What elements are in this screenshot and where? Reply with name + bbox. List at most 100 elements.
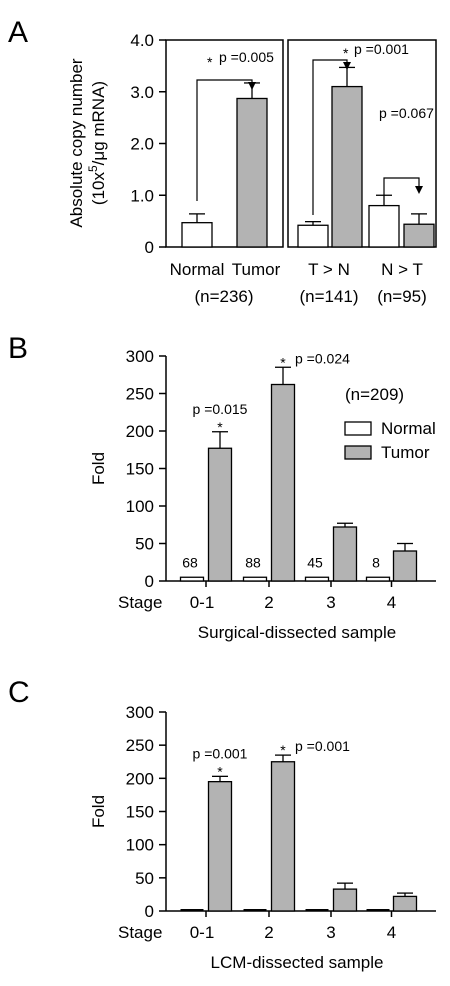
panel-letter-a: A (8, 16, 28, 49)
panel-c-ytick-label: 250 (126, 736, 154, 755)
panel-c-bar-normal (366, 909, 390, 911)
panel-a-ylabel-sup: 5 (86, 165, 100, 172)
panel-a-bracket-arrow (248, 82, 256, 90)
panel-b-ytick-label: 100 (126, 497, 154, 516)
panel-b-xtick-label: 2 (264, 593, 273, 612)
panel-a-bar (368, 204, 400, 248)
panel-a-n-label: (n=95) (377, 287, 427, 306)
panel-a-pvalue-3: p =0.067 (379, 105, 434, 121)
panel-a-bracket-arrow (415, 186, 423, 194)
panel-c-xtick-label: 2 (264, 923, 273, 942)
panel-c-pvalue: p =0.001 (295, 738, 350, 754)
panel-c-bar-normal (305, 909, 329, 911)
panel-b-n-label: 45 (307, 554, 323, 570)
panel-b-ytick-label: 0 (145, 572, 154, 591)
panel-c-star: * (217, 763, 223, 779)
panel-a-n-label: (n=236) (194, 287, 253, 306)
panel-a-pvalue-1: p =0.005 (219, 49, 274, 65)
panel-b-ytick-label: 150 (126, 460, 154, 479)
panel-a-ytick-label: 3.0 (130, 83, 154, 102)
panel-c-ytick-label: 0 (145, 902, 154, 921)
panel-letter-c: C (8, 676, 30, 709)
panel-c-xtick-label: 4 (387, 923, 396, 942)
panel-a-ytick-label: 1.0 (130, 186, 154, 205)
panel-c-ytick-label: 50 (135, 869, 154, 888)
panel-b-ytick-label: 200 (126, 422, 154, 441)
panel-b-bar-tumor (332, 526, 358, 582)
panel-b-legend-swatch-tumor (344, 445, 372, 460)
panel-a-xlabel-tn: T > N (308, 260, 350, 279)
panel-c-star: * (280, 742, 286, 758)
panel-c-bar-normal (180, 909, 204, 911)
panel-c-bar-tumor (392, 895, 418, 912)
panel-c-ytick-label: 100 (126, 836, 154, 855)
panel-a-ylabel-line2: (10x5/μg mRNA) (86, 81, 108, 205)
panel-a-ylabel-line1: Absolute copy number (67, 58, 86, 227)
panel-a-star: * (343, 45, 349, 61)
panel-b-n-label: 88 (245, 554, 261, 570)
panel-b-bar-tumor (392, 550, 418, 582)
panel-c-chart: 0 50 100 150 200 250 300 Fold 0-1 2 3 4 Stage LCM-dis… (89, 703, 436, 972)
panel-a-ytick-label: 4.0 (130, 31, 154, 50)
panel-b-ytick-label: 300 (126, 347, 154, 366)
panel-b-n-total: (n=209) (345, 385, 404, 404)
panel-b-xtick-label: 4 (387, 593, 396, 612)
panel-b-bar-normal (304, 576, 330, 582)
panel-c-bar-tumor (207, 781, 233, 912)
panel-a-chart: Absolute copy number (10x5/μg mRNA) 0 1.0 2.… (67, 31, 437, 306)
panel-a-bracket-arrow (343, 62, 351, 70)
panel-c-ytick-label: 150 (126, 803, 154, 822)
panel-c-xtick-label: 0-1 (190, 923, 215, 942)
panel-c-xtick-label: 3 (326, 923, 335, 942)
panel-a-ylabel-pre: (10x (89, 172, 108, 206)
panel-c-xlabel: LCM-dissected sample (211, 953, 384, 972)
panel-a-bar (297, 224, 329, 248)
panel-a-bar (331, 85, 363, 248)
panel-b-legend-normal: Normal (381, 419, 436, 438)
panel-b-ylabel: Fold (89, 452, 108, 485)
panel-a-xlabel-tumor: Tumor (232, 260, 281, 279)
panel-b-stage-label: Stage (118, 593, 162, 612)
panel-b-bar-normal (179, 576, 205, 582)
panel-b-n-label: 8 (372, 554, 380, 570)
panel-a-n-label: (n=141) (299, 287, 358, 306)
panel-a-frame-left (165, 39, 284, 248)
panel-b-xlabel: Surgical-dissected sample (198, 623, 396, 642)
panel-b-star: * (280, 354, 286, 370)
panel-a-bar (403, 223, 435, 248)
panel-c-bar-tumor (332, 888, 358, 912)
panel-c-pvalue: p =0.001 (193, 745, 248, 761)
panel-c-ytick-label: 300 (126, 703, 154, 722)
panel-b-legend-swatch-normal (344, 421, 372, 436)
panel-b-pvalue: p =0.024 (295, 350, 350, 366)
panel-b-chart: 0 50 100 150 200 250 300 Fold 0-1 68 2 88 3 45 4 8 Stage… (89, 347, 436, 642)
panel-a-bar (236, 97, 268, 248)
panel-c-bar-tumor (270, 761, 296, 912)
panel-a-pvalue-2: p =0.001 (354, 41, 409, 57)
panel-b-bar-normal (365, 576, 391, 582)
panel-b-star: * (217, 419, 223, 435)
panel-a-ytick-label: 0 (145, 238, 154, 257)
panel-b-xtick-label: 0-1 (190, 593, 215, 612)
panel-a-xlabel-nt: N > T (381, 260, 423, 279)
panel-a-star: * (207, 54, 213, 70)
panel-a-ytick-label: 2.0 (130, 135, 154, 154)
panel-c-ytick-label: 200 (126, 769, 154, 788)
panel-b-legend-tumor: Tumor (381, 443, 430, 462)
panel-b-pvalue: p =0.015 (193, 401, 248, 417)
panel-b-xtick-label: 3 (326, 593, 335, 612)
panel-letter-b: B (8, 332, 28, 365)
panel-a-xlabel-normal: Normal (170, 260, 225, 279)
panel-b-bar-normal (242, 576, 268, 582)
panel-c-ylabel: Fold (89, 795, 108, 828)
panel-a-bracket-3 (383, 177, 420, 196)
panel-c-stage-label: Stage (118, 923, 162, 942)
panel-b-ytick-label: 50 (135, 535, 154, 554)
panel-b-bar-tumor (207, 447, 233, 582)
panel-a-ylabel-post: /μg mRNA) (89, 81, 108, 165)
panel-b-n-label: 68 (182, 554, 198, 570)
panel-a-bar (181, 222, 213, 248)
panel-c-bar-normal (243, 909, 267, 911)
panel-b-ytick-label: 250 (126, 385, 154, 404)
